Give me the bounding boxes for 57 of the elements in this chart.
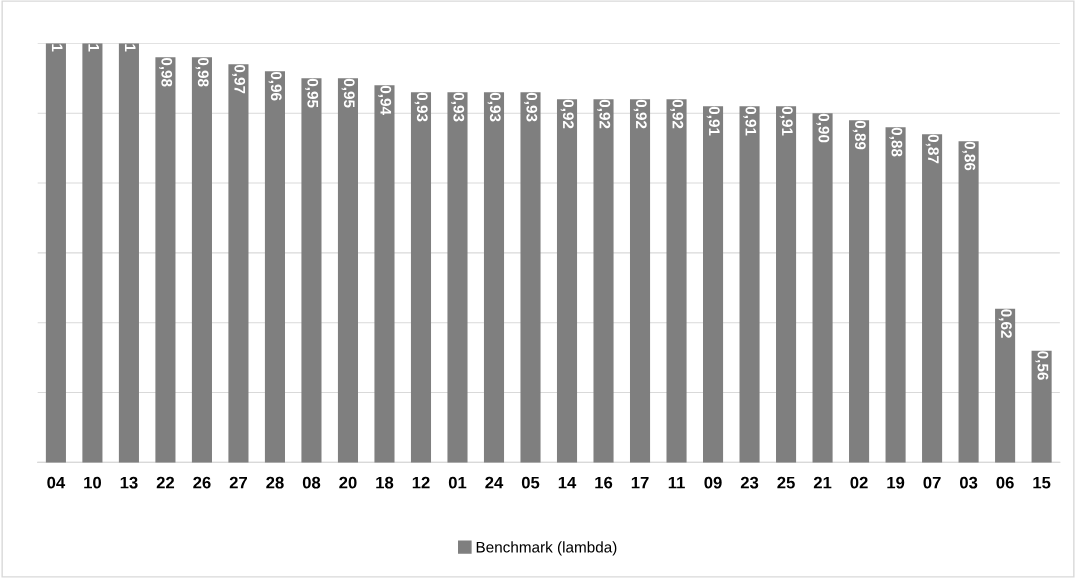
data-label: 0,95 [341, 78, 355, 108]
data-label: 0,91 [706, 106, 720, 136]
data-label: 0,93 [414, 92, 428, 122]
data-label: 0,92 [633, 99, 647, 129]
x-tick-label: 12 [412, 476, 430, 489]
x-tick-label: 01 [448, 476, 467, 489]
x-tick-label: 15 [1033, 476, 1051, 489]
data-label: 0,98 [195, 57, 209, 87]
x-tick-label: 07 [923, 476, 941, 489]
x-tick-label: 21 [813, 476, 832, 489]
data-label: 0,98 [159, 57, 173, 87]
x-tick-label: 05 [521, 476, 540, 489]
x-tick-label: 26 [193, 476, 211, 489]
x-tick-label: 19 [887, 476, 905, 489]
data-label: 0,97 [232, 64, 246, 94]
x-tick-label: 13 [120, 476, 138, 489]
data-label: 0,89 [852, 120, 866, 150]
legend-label: Benchmark (lambda) [476, 541, 617, 556]
data-label: 0,88 [889, 127, 903, 157]
data-label: 0,86 [962, 141, 976, 171]
data-label: 0,96 [268, 71, 282, 101]
data-label: 1 [124, 44, 136, 52]
data-label: 0,92 [670, 99, 684, 129]
data-label: 1 [88, 44, 99, 52]
x-tick-label: 18 [376, 476, 394, 489]
data-label: 0,62 [998, 309, 1012, 338]
data-label: 0,91 [779, 106, 793, 136]
x-tick-label: 23 [740, 476, 759, 489]
x-tick-label: 25 [777, 476, 795, 489]
x-tick-label: 10 [84, 476, 102, 489]
data-label: 0,93 [524, 92, 538, 122]
data-label: 0,92 [597, 99, 611, 129]
data-label: 0,87 [925, 134, 939, 164]
x-tick-label: 28 [266, 476, 284, 489]
x-tick-label: 24 [485, 476, 504, 489]
x-tick-label: 16 [595, 476, 613, 489]
data-label: 0,93 [487, 92, 501, 122]
x-tick-label: 04 [47, 476, 66, 489]
data-label: 0,90 [816, 113, 830, 143]
x-tick-label: 27 [229, 476, 247, 489]
x-tick-label: 02 [850, 476, 868, 489]
x-tick-label: 17 [631, 476, 649, 489]
x-tick-label: 03 [959, 476, 978, 489]
x-tick-label: 14 [558, 476, 577, 489]
data-label: 0,95 [305, 78, 319, 108]
data-label: 0,94 [378, 85, 392, 115]
x-tick-label: 11 [668, 476, 685, 489]
x-tick-label: 08 [302, 476, 321, 489]
x-tick-label: 06 [996, 476, 1014, 489]
data-label: 0,56 [1035, 351, 1049, 380]
data-label: 0,91 [743, 106, 757, 136]
data-label: 0,93 [451, 92, 465, 122]
x-tick-label: 22 [156, 476, 175, 489]
x-tick-label: 09 [704, 476, 722, 489]
data-label: 0,92 [560, 99, 574, 129]
x-tick-label: 20 [339, 476, 357, 489]
data-label: 1 [51, 44, 63, 52]
